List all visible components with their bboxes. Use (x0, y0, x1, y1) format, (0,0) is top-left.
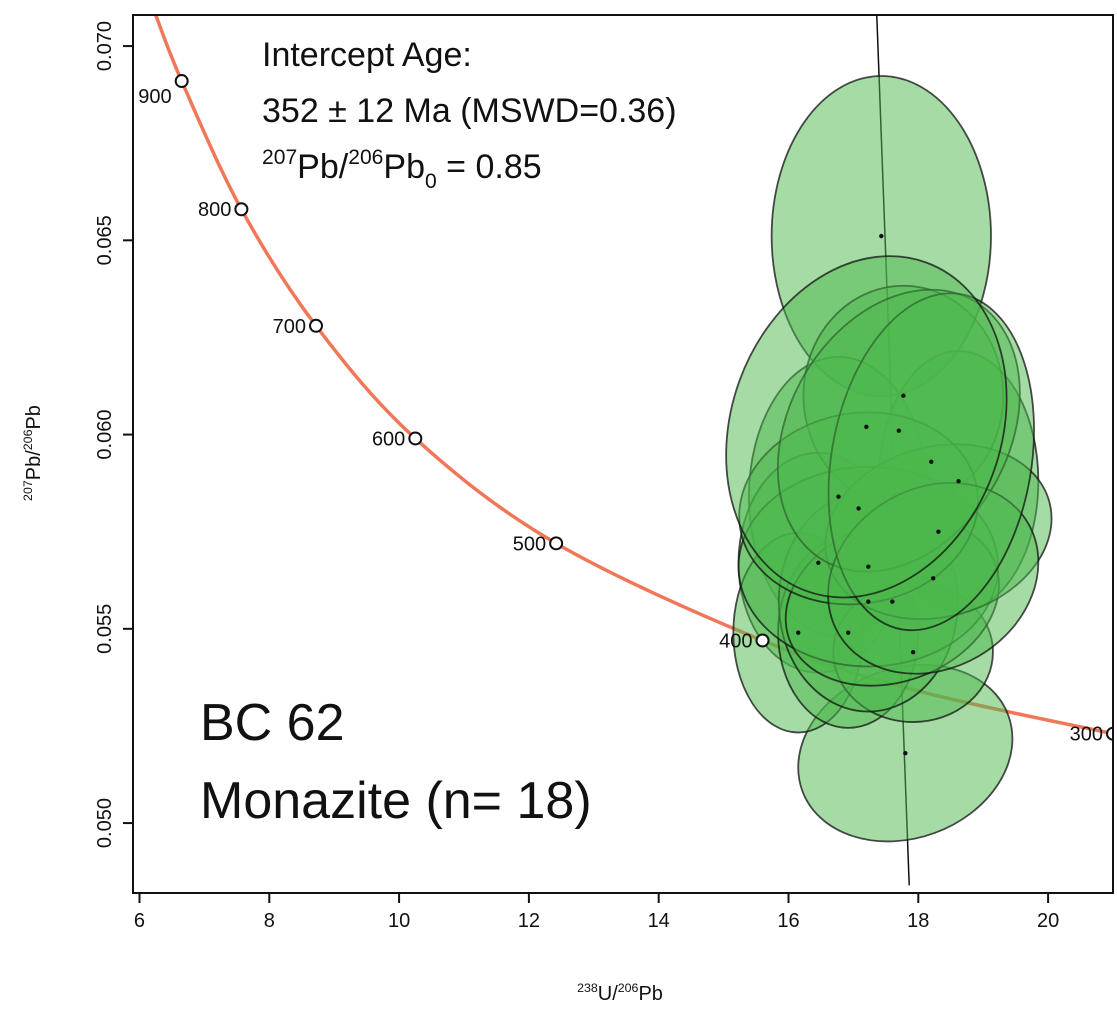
sup: 206 (618, 981, 639, 995)
age-marker (174, 74, 189, 89)
age-marker (755, 633, 770, 648)
text: = 0.85 (437, 148, 542, 186)
ellipse-center (866, 599, 871, 604)
y-tick-label: 0.050 (94, 798, 116, 848)
ellipse-center (856, 506, 861, 511)
x-tick-label: 6 (134, 910, 145, 932)
ellipse-center (836, 494, 841, 499)
text: Pb (383, 148, 425, 186)
frame (132, 14, 1114, 894)
x-tick-label: 8 (264, 910, 275, 932)
mineral-label: Monazite (n= 18) (200, 772, 592, 830)
age-marker (1106, 726, 1113, 741)
age-label: 500 (513, 533, 546, 555)
x-tick-label: 18 (907, 910, 929, 932)
age-label: 600 (372, 428, 405, 450)
ellipse-center (879, 233, 884, 239)
text: Pb/ (23, 450, 45, 480)
ellipse-center (866, 564, 871, 569)
text: Pb (638, 983, 662, 1005)
sup: 207 (21, 480, 35, 501)
y-tick-label: 0.060 (94, 410, 116, 460)
sup: 207 (262, 146, 297, 169)
x-axis-label: 238U/206Pb (577, 981, 663, 1005)
ellipse-center (864, 424, 869, 430)
ellipse-center (936, 529, 941, 534)
sup: 206 (348, 146, 383, 169)
age-marker (309, 318, 324, 333)
text: Pb (23, 405, 45, 429)
y-tick-label: 0.070 (94, 21, 116, 71)
sub: 0 (425, 170, 437, 193)
annotation: Intercept Age: (262, 36, 472, 74)
ellipse-center (901, 393, 906, 398)
age-label: 900 (138, 86, 171, 108)
ellipse-center (910, 649, 916, 655)
age-marker (549, 536, 564, 551)
y-axis-label: 207Pb/206Pb (21, 405, 45, 501)
annotation: 352 ± 12 Ma (MSWD=0.36) (262, 92, 677, 130)
text: Pb/ (297, 148, 349, 186)
x-tick-label: 10 (388, 910, 410, 932)
text: U/ (598, 983, 618, 1005)
ellipse-center (929, 459, 934, 464)
ellipse-center (956, 478, 961, 484)
ellipse-center (931, 576, 936, 581)
x-tick-label: 14 (648, 910, 670, 932)
plot-area (154, 15, 1113, 886)
ellipse-center (890, 599, 895, 604)
age-label: 300 (1070, 724, 1103, 746)
y-tick-label: 0.055 (94, 604, 116, 654)
sample-label: BC 62 (200, 694, 345, 752)
age-label: 400 (719, 630, 752, 652)
ellipse-center (816, 560, 821, 565)
ellipse-center (846, 630, 851, 635)
ellipse-center (796, 630, 801, 635)
sup: 206 (21, 429, 35, 450)
age-label: 800 (198, 199, 231, 221)
age-label: 700 (273, 316, 306, 338)
ellipse-center (903, 750, 908, 756)
x-tick-label: 12 (518, 910, 540, 932)
x-tick-label: 16 (777, 910, 799, 932)
age-marker (408, 431, 423, 446)
ellipse-center (896, 428, 902, 433)
y-tick-label: 0.065 (94, 215, 116, 265)
sup: 238 (577, 981, 598, 995)
age-marker (234, 202, 249, 217)
annotation: 207Pb/206Pb0 = 0.85 (262, 146, 542, 193)
x-tick-label: 20 (1037, 910, 1059, 932)
